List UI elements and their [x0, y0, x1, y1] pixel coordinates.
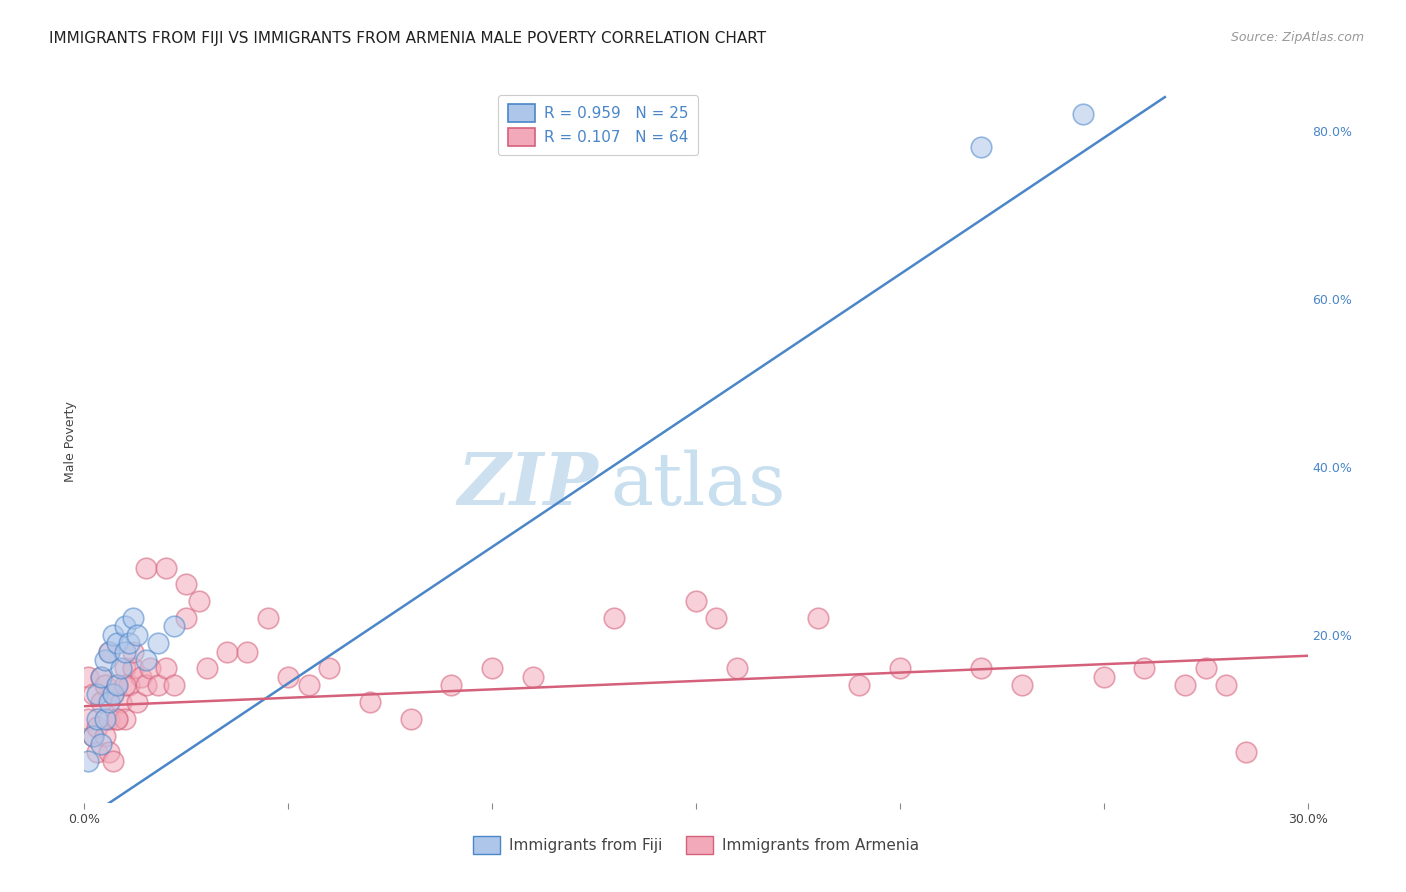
Point	[1215, 678, 1237, 692]
Point	[118, 636, 141, 650]
Point	[257, 611, 280, 625]
Point	[82, 729, 104, 743]
Point	[114, 661, 136, 675]
Text: atlas: atlas	[610, 450, 786, 520]
Point	[359, 695, 381, 709]
Point	[97, 644, 120, 658]
Point	[82, 729, 104, 743]
Point	[174, 577, 197, 591]
Point	[135, 653, 157, 667]
Point	[105, 636, 128, 650]
Point	[97, 695, 120, 709]
Point	[174, 611, 197, 625]
Point	[135, 560, 157, 574]
Point	[86, 720, 108, 734]
Point	[399, 712, 422, 726]
Point	[101, 628, 124, 642]
Point	[122, 661, 145, 675]
Point	[236, 644, 259, 658]
Point	[114, 644, 136, 658]
Point	[138, 661, 160, 675]
Text: Source: ZipAtlas.com: Source: ZipAtlas.com	[1230, 31, 1364, 45]
Point	[90, 737, 112, 751]
Point	[277, 670, 299, 684]
Point	[163, 619, 186, 633]
Point	[1092, 670, 1115, 684]
Point	[146, 678, 169, 692]
Point	[97, 644, 120, 658]
Point	[118, 678, 141, 692]
Point	[110, 661, 132, 675]
Point	[114, 678, 136, 692]
Point	[93, 678, 115, 692]
Point	[127, 695, 149, 709]
Point	[187, 594, 209, 608]
Point	[1195, 661, 1218, 675]
Point	[155, 560, 177, 574]
Text: ZIP: ZIP	[457, 450, 598, 520]
Y-axis label: Male Poverty: Male Poverty	[65, 401, 77, 482]
Point	[97, 745, 120, 759]
Point	[725, 661, 748, 675]
Point	[195, 661, 218, 675]
Point	[1174, 678, 1197, 692]
Point	[93, 712, 115, 726]
Point	[105, 712, 128, 726]
Point	[105, 712, 128, 726]
Point	[970, 661, 993, 675]
Text: IMMIGRANTS FROM FIJI VS IMMIGRANTS FROM ARMENIA MALE POVERTY CORRELATION CHART: IMMIGRANTS FROM FIJI VS IMMIGRANTS FROM …	[49, 31, 766, 46]
Point	[77, 754, 100, 768]
Point	[1236, 745, 1258, 759]
Point	[135, 678, 157, 692]
Point	[522, 670, 544, 684]
Point	[77, 670, 100, 684]
Point	[101, 687, 124, 701]
Point	[440, 678, 463, 692]
Point	[90, 695, 112, 709]
Point	[77, 712, 100, 726]
Point	[706, 611, 728, 625]
Point	[603, 611, 626, 625]
Point	[1133, 661, 1156, 675]
Point	[86, 712, 108, 726]
Point	[318, 661, 340, 675]
Point	[122, 644, 145, 658]
Point	[93, 729, 115, 743]
Point	[110, 695, 132, 709]
Point	[105, 678, 128, 692]
Point	[101, 754, 124, 768]
Point	[298, 678, 321, 692]
Point	[807, 611, 830, 625]
Point	[217, 644, 239, 658]
Point	[101, 687, 124, 701]
Point	[86, 745, 108, 759]
Point	[86, 687, 108, 701]
Point	[970, 140, 993, 154]
Point	[127, 628, 149, 642]
Point	[114, 712, 136, 726]
Point	[82, 687, 104, 701]
Point	[114, 619, 136, 633]
Point	[848, 678, 870, 692]
Point	[155, 661, 177, 675]
Point	[90, 670, 112, 684]
Point	[122, 611, 145, 625]
Point	[90, 670, 112, 684]
Point	[105, 678, 128, 692]
Point	[481, 661, 503, 675]
Point	[97, 712, 120, 726]
Point	[163, 678, 186, 692]
Point	[93, 653, 115, 667]
Point	[146, 636, 169, 650]
Point	[1011, 678, 1033, 692]
Point	[1073, 107, 1095, 121]
Legend: Immigrants from Fiji, Immigrants from Armenia: Immigrants from Fiji, Immigrants from Ar…	[467, 830, 925, 860]
Point	[889, 661, 911, 675]
Point	[685, 594, 707, 608]
Point	[131, 670, 153, 684]
